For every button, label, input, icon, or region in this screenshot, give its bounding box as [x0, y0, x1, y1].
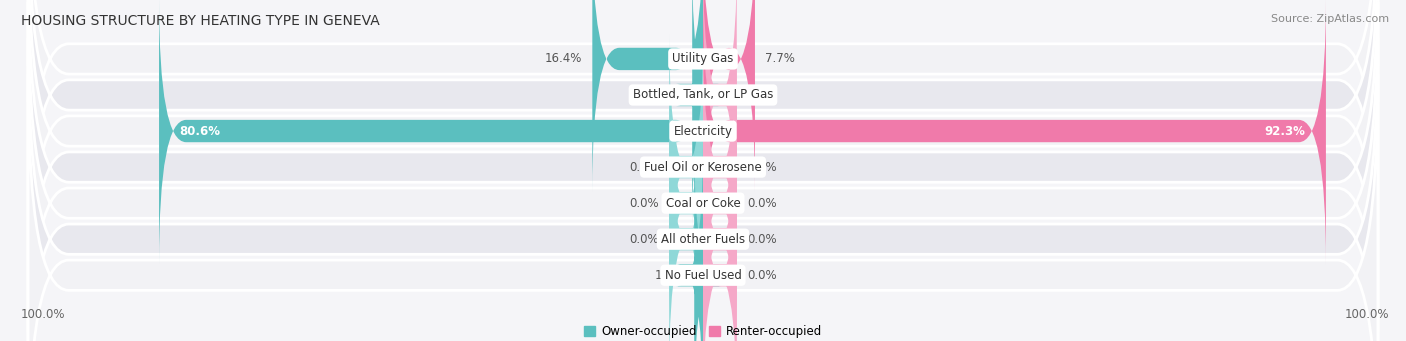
FancyBboxPatch shape	[669, 70, 703, 336]
FancyBboxPatch shape	[28, 0, 1378, 332]
Text: Bottled, Tank, or LP Gas: Bottled, Tank, or LP Gas	[633, 89, 773, 102]
FancyBboxPatch shape	[669, 34, 703, 300]
FancyBboxPatch shape	[28, 0, 1378, 260]
FancyBboxPatch shape	[28, 2, 1378, 341]
Legend: Owner-occupied, Renter-occupied: Owner-occupied, Renter-occupied	[579, 321, 827, 341]
Text: 0.0%: 0.0%	[747, 269, 776, 282]
FancyBboxPatch shape	[592, 0, 703, 192]
Text: Source: ZipAtlas.com: Source: ZipAtlas.com	[1271, 14, 1389, 24]
Text: 0.0%: 0.0%	[747, 161, 776, 174]
FancyBboxPatch shape	[703, 0, 737, 228]
Text: 100.0%: 100.0%	[21, 308, 66, 321]
FancyBboxPatch shape	[676, 142, 721, 341]
Text: HOUSING STRUCTURE BY HEATING TYPE IN GENEVA: HOUSING STRUCTURE BY HEATING TYPE IN GEN…	[21, 14, 380, 28]
Text: Electricity: Electricity	[673, 124, 733, 137]
FancyBboxPatch shape	[669, 106, 703, 341]
FancyBboxPatch shape	[28, 74, 1378, 341]
FancyBboxPatch shape	[676, 0, 720, 228]
Text: 0.0%: 0.0%	[630, 197, 659, 210]
FancyBboxPatch shape	[703, 142, 737, 341]
Text: 1.3%: 1.3%	[654, 269, 685, 282]
Text: 0.0%: 0.0%	[630, 161, 659, 174]
Text: 0.0%: 0.0%	[747, 233, 776, 246]
FancyBboxPatch shape	[703, 106, 737, 341]
Text: All other Fuels: All other Fuels	[661, 233, 745, 246]
FancyBboxPatch shape	[703, 70, 737, 336]
Text: 1.6%: 1.6%	[652, 89, 682, 102]
Text: Fuel Oil or Kerosene: Fuel Oil or Kerosene	[644, 161, 762, 174]
Text: 0.0%: 0.0%	[747, 89, 776, 102]
FancyBboxPatch shape	[703, 0, 755, 192]
Text: Coal or Coke: Coal or Coke	[665, 197, 741, 210]
Text: 92.3%: 92.3%	[1265, 124, 1306, 137]
Text: 100.0%: 100.0%	[1344, 308, 1389, 321]
FancyBboxPatch shape	[703, 34, 737, 300]
FancyBboxPatch shape	[159, 0, 703, 264]
Text: Utility Gas: Utility Gas	[672, 53, 734, 65]
Text: 16.4%: 16.4%	[544, 53, 582, 65]
FancyBboxPatch shape	[28, 0, 1378, 341]
FancyBboxPatch shape	[28, 0, 1378, 296]
Text: 0.0%: 0.0%	[747, 197, 776, 210]
Text: 80.6%: 80.6%	[180, 124, 221, 137]
FancyBboxPatch shape	[703, 0, 1326, 264]
Text: No Fuel Used: No Fuel Used	[665, 269, 741, 282]
FancyBboxPatch shape	[28, 38, 1378, 341]
Text: 0.0%: 0.0%	[630, 233, 659, 246]
Text: 7.7%: 7.7%	[765, 53, 794, 65]
